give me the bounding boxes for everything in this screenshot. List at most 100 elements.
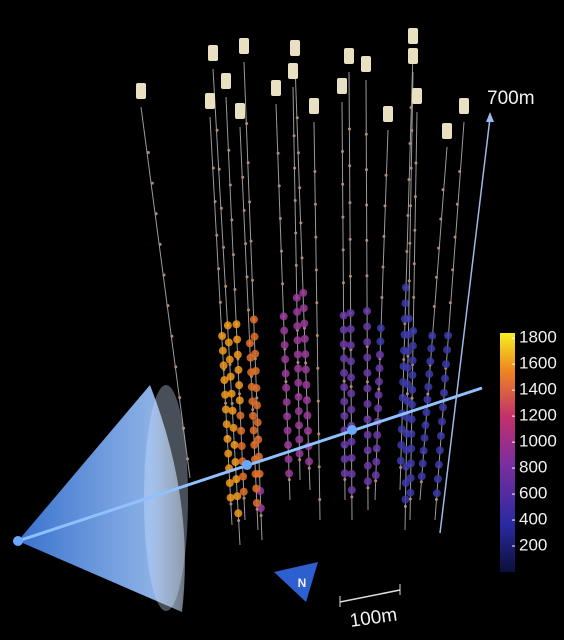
hit <box>294 407 303 416</box>
hit <box>363 384 372 393</box>
hit <box>427 344 436 353</box>
hit <box>223 321 232 330</box>
hit <box>282 383 291 392</box>
hit <box>397 441 406 449</box>
dom <box>317 432 321 436</box>
string-module <box>235 103 245 119</box>
hit <box>421 421 430 430</box>
colorbar-tick-label: 1200 <box>519 406 557 425</box>
hit <box>253 418 262 427</box>
hit <box>435 446 444 455</box>
dom <box>166 304 170 308</box>
hit <box>374 404 383 413</box>
hit <box>228 406 237 415</box>
hit <box>293 307 302 316</box>
dom <box>182 426 186 430</box>
hit <box>225 355 234 364</box>
dom <box>408 497 412 501</box>
hit <box>234 365 243 374</box>
hit <box>230 440 239 449</box>
dom <box>432 305 436 309</box>
hit <box>218 332 227 340</box>
dom <box>296 151 300 155</box>
detector-strings <box>136 28 469 546</box>
hit <box>236 411 245 420</box>
string <box>209 116 233 526</box>
dom <box>434 275 438 279</box>
hit <box>347 437 356 446</box>
hit <box>280 340 289 349</box>
dom <box>245 122 249 125</box>
dom <box>150 181 154 185</box>
dom <box>408 241 412 245</box>
hit <box>408 385 417 394</box>
dom <box>318 498 322 501</box>
hit <box>438 403 447 412</box>
dom <box>441 188 445 192</box>
dom <box>279 249 283 253</box>
horizontal-scale: 100m <box>339 584 401 632</box>
hit <box>283 426 292 435</box>
hit <box>363 477 372 486</box>
dom <box>409 204 413 208</box>
string-module <box>408 48 418 64</box>
dom <box>213 200 217 204</box>
dom <box>186 457 190 461</box>
hit <box>279 312 288 321</box>
hit <box>347 486 356 495</box>
hit <box>284 440 293 449</box>
hit <box>303 426 312 435</box>
dom <box>292 134 296 138</box>
dom <box>255 396 259 400</box>
string-module <box>383 106 393 122</box>
hit <box>219 361 228 370</box>
dom <box>276 151 280 155</box>
compass: N <box>274 562 318 602</box>
hit <box>363 368 372 377</box>
hit <box>252 499 261 508</box>
hit <box>436 431 445 440</box>
hit <box>418 459 427 468</box>
dom <box>341 215 345 219</box>
dom <box>340 150 344 153</box>
string-module <box>344 48 354 64</box>
hit <box>221 390 230 399</box>
dom <box>313 202 317 206</box>
hit <box>231 458 240 467</box>
hit <box>284 455 293 464</box>
hit <box>407 444 416 453</box>
scale-label: 100m <box>348 605 398 632</box>
hit <box>245 339 254 348</box>
hit <box>346 341 355 350</box>
hit <box>420 433 429 442</box>
colorbar-tick-label: 1600 <box>519 354 557 373</box>
hit <box>226 372 235 381</box>
hit <box>302 396 311 405</box>
hit <box>294 364 303 373</box>
hit <box>406 459 415 468</box>
hit <box>220 376 229 385</box>
dom <box>295 116 299 120</box>
colorbar-tick-label: 600 <box>519 484 547 503</box>
dom <box>408 142 412 145</box>
dom <box>242 208 246 212</box>
dom <box>348 274 352 278</box>
hit <box>233 350 242 359</box>
depth-label: 700m <box>487 88 535 109</box>
dom <box>218 300 222 304</box>
dom <box>233 287 237 291</box>
hit <box>339 325 348 334</box>
dom <box>296 361 300 365</box>
hit <box>339 354 348 363</box>
dom <box>383 204 387 208</box>
dom <box>365 274 369 278</box>
hit <box>237 442 246 451</box>
hit <box>426 357 435 366</box>
string-module <box>136 83 146 99</box>
dom <box>281 282 285 286</box>
hit <box>363 307 372 316</box>
hit <box>376 324 385 333</box>
colorbar-tick-label: 400 <box>519 510 547 529</box>
hit <box>371 471 380 480</box>
